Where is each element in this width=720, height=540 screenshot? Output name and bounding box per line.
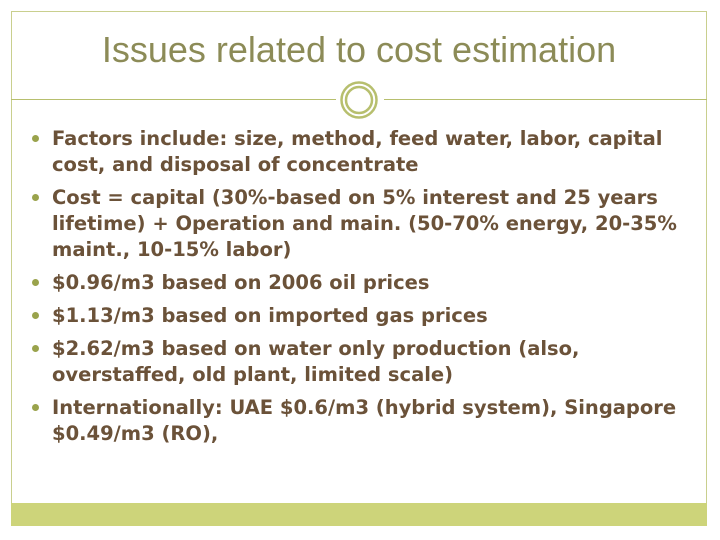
footer-bar [11, 503, 707, 526]
title-divider-left [11, 99, 336, 100]
double-circle-icon [340, 81, 378, 119]
slide-title: Issues related to cost estimation [101, 29, 617, 70]
bullet-dot-icon [32, 135, 39, 142]
bullet-dot-icon [32, 404, 39, 411]
bullet-text: Factors include: size, method, feed wate… [52, 127, 663, 176]
bullet-text: $0.96/m3 based on 2006 oil prices [52, 271, 430, 294]
bullet-dot-icon [32, 194, 39, 201]
bullet-item: Internationally: UAE $0.6/m3 (hybrid sys… [30, 395, 702, 447]
bullet-dot-icon [32, 345, 39, 352]
bullet-text: Cost = capital (30%-based on 5% interest… [52, 186, 677, 261]
bullet-item: $2.62/m3 based on water only production … [30, 336, 702, 388]
bullet-item: $0.96/m3 based on 2006 oil prices [30, 270, 702, 296]
bullet-text: $2.62/m3 based on water only production … [52, 337, 580, 386]
bullet-text: $1.13/m3 based on imported gas prices [52, 304, 488, 327]
bullet-dot-icon [32, 312, 39, 319]
bullet-item: Factors include: size, method, feed wate… [30, 126, 702, 178]
bullet-item: Cost = capital (30%-based on 5% interest… [30, 185, 702, 263]
bullet-list: Factors include: size, method, feed wate… [30, 126, 702, 454]
title-divider-right [384, 99, 707, 100]
bullet-text: Internationally: UAE $0.6/m3 (hybrid sys… [52, 396, 677, 445]
bullet-item: $1.13/m3 based on imported gas prices [30, 303, 702, 329]
bullet-dot-icon [32, 279, 39, 286]
